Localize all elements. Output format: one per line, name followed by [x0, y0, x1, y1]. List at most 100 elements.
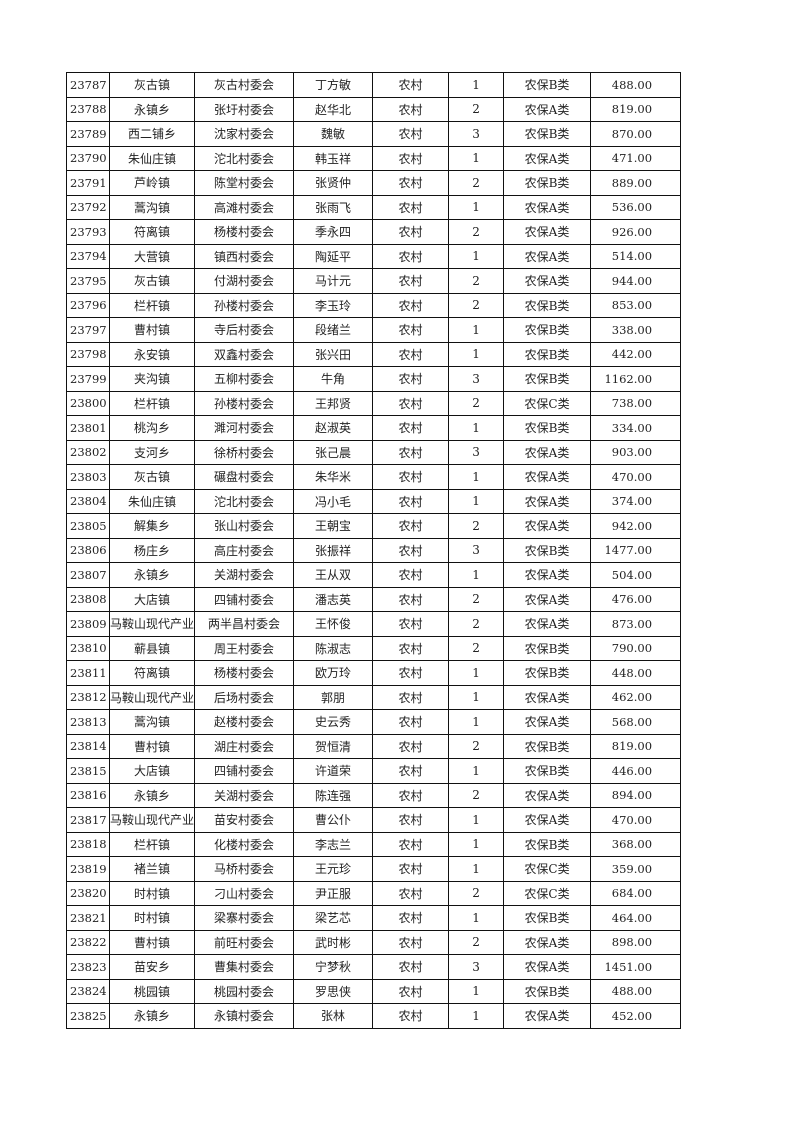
insurance-category-cell: 农保A类	[503, 954, 592, 980]
table-row: 23809 马鞍山现代产业 两半昌村委会 王怀俊 农村 2 农保A类 873.00	[66, 611, 682, 637]
person-name-cell: 牛角	[293, 366, 374, 392]
record-id-cell: 23821	[66, 905, 110, 931]
record-id-cell: 23803	[66, 464, 110, 490]
insurance-category-cell: 农保A类	[503, 586, 592, 612]
table-row: 23792 蒿沟镇 高滩村委会 张雨飞 农村 1 农保A类 536.00	[66, 194, 682, 220]
person-name-cell: 欧万玲	[293, 660, 374, 686]
person-name-cell: 张雨飞	[293, 194, 374, 220]
town-cell: 大店镇	[108, 586, 196, 612]
table-row: 23796 栏杆镇 孙楼村委会 李玉玲 农村 2 农保B类 853.00	[66, 292, 682, 318]
person-name-cell: 许道荣	[293, 758, 374, 784]
household-type-cell: 农村	[372, 929, 450, 955]
village-committee-cell: 杨楼村委会	[194, 219, 295, 245]
record-id-cell: 23816	[66, 782, 110, 808]
village-committee-cell: 张山村委会	[194, 513, 295, 539]
amount-cell: 903.00	[590, 439, 682, 465]
record-id-cell: 23814	[66, 733, 110, 759]
member-count-cell: 3	[448, 366, 505, 392]
member-count-cell: 2	[448, 292, 505, 318]
record-id-cell: 23810	[66, 635, 110, 661]
town-cell: 永安镇	[108, 341, 196, 367]
table-row: 23798 永安镇 双鑫村委会 张兴田 农村 1 农保B类 442.00	[66, 341, 682, 367]
amount-cell: 470.00	[590, 464, 682, 490]
record-id-cell: 23807	[66, 562, 110, 588]
town-cell: 蒿沟镇	[108, 709, 196, 735]
record-id-cell: 23790	[66, 145, 110, 171]
village-committee-cell: 孙楼村委会	[194, 292, 295, 318]
table-row: 23808 大店镇 四铺村委会 潘志英 农村 2 农保A类 476.00	[66, 586, 682, 612]
village-committee-cell: 前旺村委会	[194, 929, 295, 955]
household-type-cell: 农村	[372, 513, 450, 539]
village-committee-cell: 马桥村委会	[194, 856, 295, 882]
table-row: 23821 时村镇 梁寨村委会 梁艺芯 农村 1 农保B类 464.00	[66, 905, 682, 931]
town-cell: 永镇乡	[108, 1003, 196, 1029]
village-committee-cell: 桃园村委会	[194, 978, 295, 1004]
person-name-cell: 陈淑志	[293, 635, 374, 661]
person-name-cell: 尹正服	[293, 880, 374, 906]
table-row: 23819 褚兰镇 马桥村委会 王元珍 农村 1 农保C类 359.00	[66, 856, 682, 882]
person-name-cell: 张林	[293, 1003, 374, 1029]
town-cell: 大店镇	[108, 758, 196, 784]
person-name-cell: 史云秀	[293, 709, 374, 735]
town-cell: 夹沟镇	[108, 366, 196, 392]
insurance-category-cell: 农保A类	[503, 194, 592, 220]
amount-cell: 889.00	[590, 170, 682, 196]
member-count-cell: 2	[448, 782, 505, 808]
household-type-cell: 农村	[372, 954, 450, 980]
amount-cell: 942.00	[590, 513, 682, 539]
person-name-cell: 李玉玲	[293, 292, 374, 318]
household-type-cell: 农村	[372, 611, 450, 637]
person-name-cell: 赵淑英	[293, 415, 374, 441]
person-name-cell: 张兴田	[293, 341, 374, 367]
village-committee-cell: 付湖村委会	[194, 268, 295, 294]
table-row: 23804 朱仙庄镇 沱北村委会 冯小毛 农村 1 农保A类 374.00	[66, 488, 682, 514]
amount-cell: 476.00	[590, 586, 682, 612]
town-cell: 褚兰镇	[108, 856, 196, 882]
village-committee-cell: 永镇村委会	[194, 1003, 295, 1029]
household-type-cell: 农村	[372, 1003, 450, 1029]
amount-cell: 853.00	[590, 292, 682, 318]
record-id-cell: 23789	[66, 121, 110, 147]
table-row: 23814 曹村镇 湖庄村委会 贺恒清 农村 2 农保B类 819.00	[66, 733, 682, 759]
insurance-category-cell: 农保B类	[503, 537, 592, 563]
amount-cell: 819.00	[590, 733, 682, 759]
table-row: 23799 夹沟镇 五柳村委会 牛角 农村 3 农保B类 1162.00	[66, 366, 682, 392]
member-count-cell: 2	[448, 390, 505, 416]
table-row: 23788 永镇乡 张圩村委会 赵华北 农村 2 农保A类 819.00	[66, 96, 682, 122]
household-type-cell: 农村	[372, 733, 450, 759]
amount-cell: 684.00	[590, 880, 682, 906]
person-name-cell: 张己晨	[293, 439, 374, 465]
record-id-cell: 23797	[66, 317, 110, 343]
member-count-cell: 1	[448, 758, 505, 784]
insurance-category-cell: 农保A类	[503, 439, 592, 465]
record-id-cell: 23802	[66, 439, 110, 465]
town-cell: 符离镇	[108, 219, 196, 245]
town-cell: 栏杆镇	[108, 831, 196, 857]
record-id-cell: 23799	[66, 366, 110, 392]
amount-cell: 446.00	[590, 758, 682, 784]
person-name-cell: 王邦贤	[293, 390, 374, 416]
record-id-cell: 23824	[66, 978, 110, 1004]
record-id-cell: 23800	[66, 390, 110, 416]
person-name-cell: 段绪兰	[293, 317, 374, 343]
person-name-cell: 魏敏	[293, 121, 374, 147]
table-row: 23806 杨庄乡 高庄村委会 张振祥 农村 3 农保B类 1477.00	[66, 537, 682, 563]
amount-cell: 471.00	[590, 145, 682, 171]
household-type-cell: 农村	[372, 586, 450, 612]
member-count-cell: 1	[448, 415, 505, 441]
insurance-category-cell: 农保A类	[503, 782, 592, 808]
village-committee-cell: 周王村委会	[194, 635, 295, 661]
insurance-category-cell: 农保A类	[503, 268, 592, 294]
member-count-cell: 1	[448, 464, 505, 490]
town-cell: 杨庄乡	[108, 537, 196, 563]
amount-cell: 470.00	[590, 807, 682, 833]
village-committee-cell: 沈家村委会	[194, 121, 295, 147]
amount-cell: 926.00	[590, 219, 682, 245]
town-cell: 曹村镇	[108, 317, 196, 343]
member-count-cell: 2	[448, 219, 505, 245]
insurance-category-cell: 农保A类	[503, 929, 592, 955]
member-count-cell: 2	[448, 96, 505, 122]
table-row: 23811 符离镇 杨楼村委会 欧万玲 农村 1 农保B类 448.00	[66, 660, 682, 686]
insurance-category-cell: 农保B类	[503, 905, 592, 931]
member-count-cell: 2	[448, 586, 505, 612]
